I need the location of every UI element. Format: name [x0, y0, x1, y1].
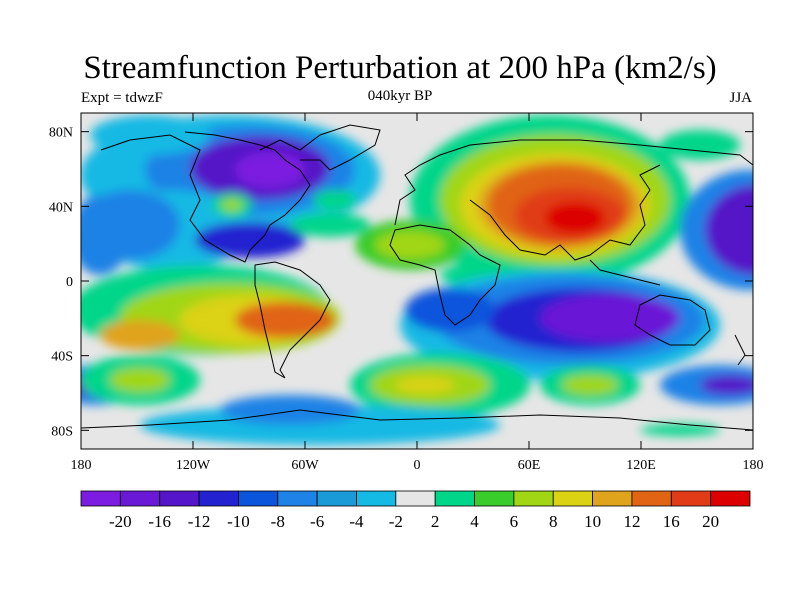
colorbar-swatch [119, 490, 161, 507]
colorbar-label: -20 [109, 512, 132, 531]
colorbar-label: -4 [349, 512, 364, 531]
field-layer [81, 113, 753, 449]
x-axis: 180 120W 60W 0 60E 120E 180 [71, 113, 764, 473]
x-tick-label: 180 [743, 458, 764, 473]
colorbar-label: 16 [663, 512, 680, 531]
y-tick-label: 40N [49, 200, 73, 215]
colorbar-label: 12 [623, 512, 640, 531]
colorbar-swatch [238, 490, 279, 507]
colorbar-swatch [316, 490, 357, 507]
colorbar-swatch [592, 490, 633, 507]
y-axis: 80N 40N 0 40S 80S [49, 126, 753, 439]
season-label: JJA [729, 90, 752, 106]
colorbar-swatch [670, 490, 712, 507]
colorbar-label: 6 [510, 512, 519, 531]
colorbar-label: -12 [188, 512, 211, 531]
colorbar: -20 -16 -12 -10 -8 -6 -4 -2 2 4 6 8 10 12 16 20 [80, 490, 751, 531]
colorbar-label: -16 [148, 512, 171, 531]
y-tick-label: 0 [66, 275, 73, 290]
x-tick-label: 120E [626, 458, 656, 473]
y-tick-label: 80N [49, 126, 73, 141]
x-tick-label: 60E [518, 458, 541, 473]
colorbar-swatch [631, 490, 672, 507]
colorbar-swatch [710, 490, 751, 507]
colorbar-label: 8 [549, 512, 558, 531]
colorbar-swatch [198, 490, 239, 507]
colorbar-label: 2 [431, 512, 440, 531]
colorbar-label: -8 [271, 512, 285, 531]
chart-title: Streamfunction Perturbation at 200 hPa (… [83, 50, 717, 86]
experiment-label: Expt = tdwzF [81, 90, 163, 106]
coastlines [81, 124, 753, 431]
x-tick-label: 60W [291, 458, 319, 473]
colorbar-swatch [434, 490, 475, 507]
colorbar-swatch [80, 490, 121, 507]
colorbar-swatch [356, 490, 397, 507]
y-tick-label: 40S [51, 350, 73, 365]
x-tick-label: 120W [176, 458, 211, 473]
colorbar-label: 10 [584, 512, 601, 531]
period-label: 040kyr BP [367, 88, 433, 104]
colorbar-swatch [395, 490, 436, 507]
y-tick-label: 80S [51, 424, 73, 439]
x-tick-label: 0 [414, 458, 421, 473]
colorbar-label: -6 [310, 512, 324, 531]
colorbar-label: -10 [227, 512, 250, 531]
x-tick-label: 180 [71, 458, 92, 473]
colorbar-swatch [552, 490, 593, 507]
colorbar-swatch [513, 490, 554, 507]
colorbar-label: -2 [389, 512, 403, 531]
colorbar-swatch [159, 490, 200, 507]
colorbar-label: 20 [702, 512, 719, 531]
colorbar-swatch [277, 490, 318, 507]
colorbar-label: 4 [470, 512, 479, 531]
colorbar-swatch [474, 490, 515, 507]
